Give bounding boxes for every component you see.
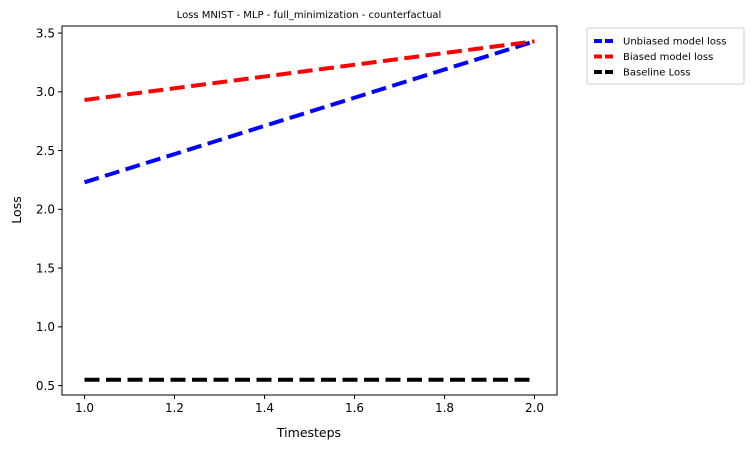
x-tick-label: 1.0 <box>75 401 94 415</box>
y-tick-label: 3.5 <box>36 26 55 40</box>
x-tick-label: 1.6 <box>345 401 364 415</box>
x-axis-ticks: 1.0 1.2 1.4 1.6 1.8 2.0 <box>75 395 544 415</box>
series-line-1 <box>83 39 536 185</box>
y-tick-label: 0.5 <box>36 379 55 393</box>
legend: Unbiased model loss Biased model loss Base… <box>586 27 745 85</box>
y-tick-label: 3.0 <box>36 85 55 99</box>
y-axis-ticks: 0.5 1.0 1.5 2.0 2.5 3.0 3.5 <box>36 26 62 393</box>
legend-label-1: Unbiased model loss <box>623 37 726 48</box>
y-tick-label: 2.5 <box>36 144 55 158</box>
y-tick-label: 1.0 <box>36 320 55 334</box>
x-tick-label: 1.4 <box>255 401 274 415</box>
x-tick-label: 1.2 <box>165 401 184 415</box>
x-tick-label: 1.8 <box>435 401 454 415</box>
legend-box <box>586 27 745 85</box>
series-layer <box>83 39 536 382</box>
series-line-2 <box>84 39 535 102</box>
y-tick-label: 2.0 <box>36 203 55 217</box>
legend-label-2: Biased model loss <box>623 52 713 63</box>
chart-title: Loss MNIST - MLP - full_minimization - c… <box>177 10 442 21</box>
y-tick-label: 1.5 <box>36 261 55 275</box>
plot-area-frame <box>61 25 558 396</box>
x-tick-label: 2.0 <box>525 401 544 415</box>
y-axis-label: Loss <box>9 196 24 223</box>
legend-label-3: Baseline Loss <box>623 68 691 79</box>
x-axis-label: Timesteps <box>276 425 341 440</box>
